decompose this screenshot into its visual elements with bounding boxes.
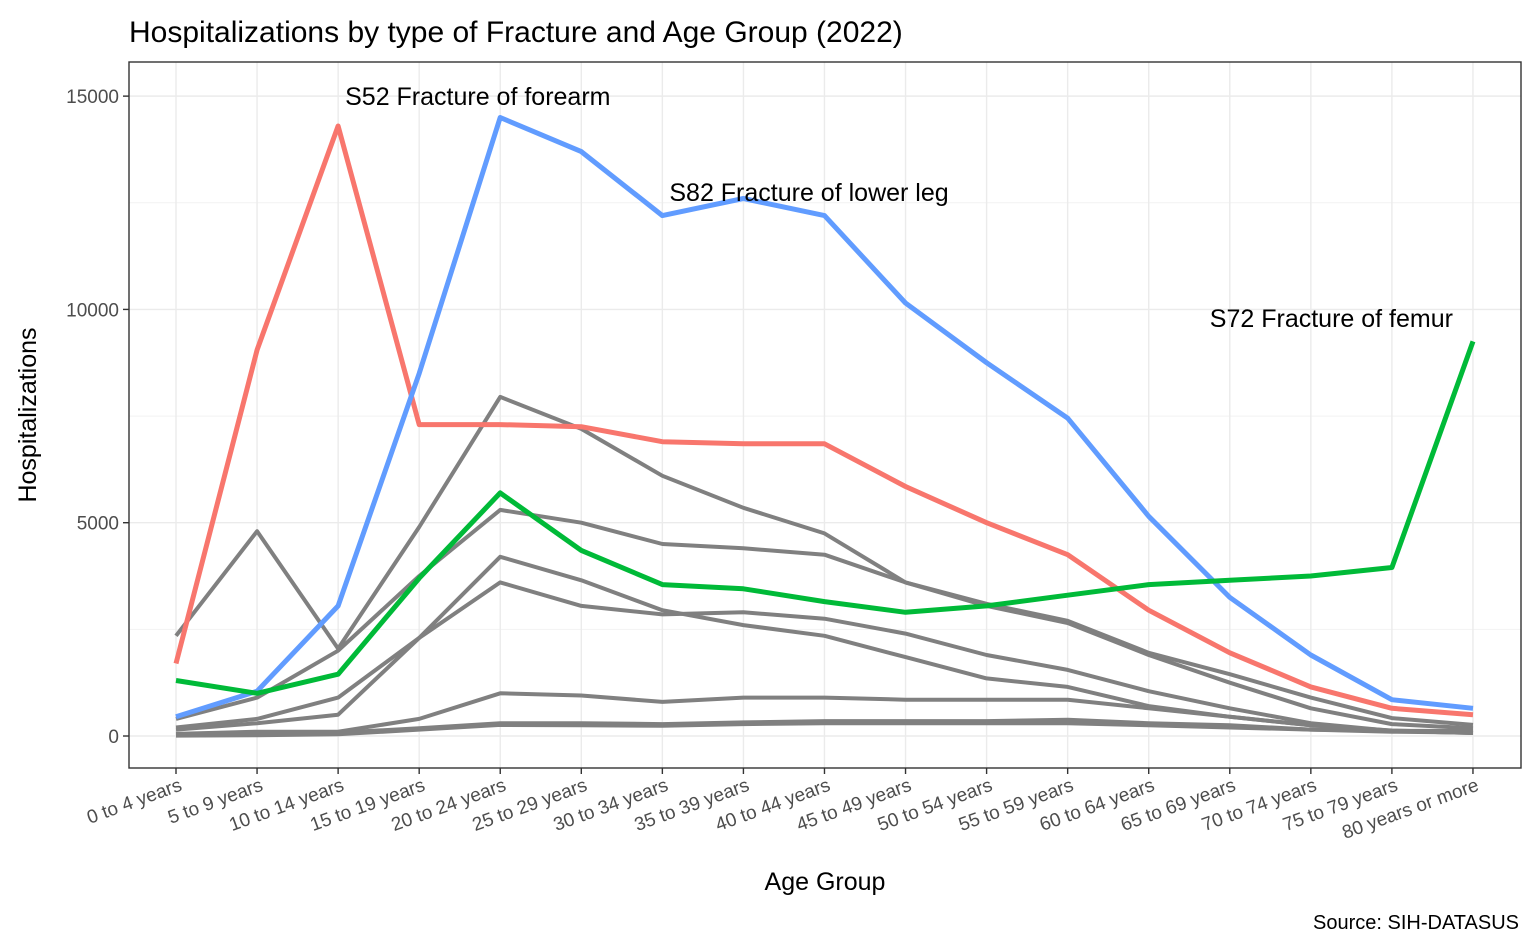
series-line-1 — [174, 394, 1474, 731]
series-line-8 — [173, 123, 1474, 718]
annotation-layer: S52 Fracture of forearm S82 Fracture of l… — [345, 83, 1453, 333]
x-tick-label: 80 years or more — [1340, 775, 1482, 844]
x-axis-title: Age Group — [765, 868, 886, 896]
series-layer — [173, 115, 1476, 738]
annotation-label: S52 Fracture of forearm — [345, 83, 610, 111]
series-line-4 — [175, 580, 1474, 735]
annotation-label: S82 Fracture of lower leg — [669, 179, 948, 207]
y-tick-label: 10000 — [66, 300, 119, 321]
series-line-2 — [175, 507, 1474, 727]
source-caption: Source: SIH-DATASUS — [1313, 912, 1519, 934]
y-tick-label: 5000 — [77, 514, 119, 535]
y-axis: 0 5000 10000 15000 — [66, 87, 129, 748]
chart-title: Hospitalizations by type of Fracture and… — [129, 16, 903, 49]
annotation-label: S72 Fracture of femur — [1210, 305, 1453, 333]
series-line-5 — [175, 691, 1474, 736]
y-axis-title: Hospitalizations — [14, 327, 42, 502]
series-line-10 — [175, 340, 1476, 696]
y-tick-label: 0 — [108, 727, 119, 748]
series-line-7 — [175, 721, 1474, 738]
y-tick-label: 15000 — [66, 87, 119, 108]
series-line-9 — [175, 115, 1474, 720]
